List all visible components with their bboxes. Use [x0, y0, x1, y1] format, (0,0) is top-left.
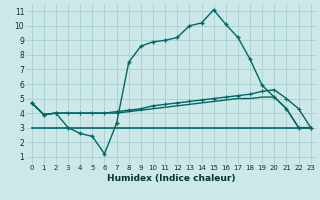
X-axis label: Humidex (Indice chaleur): Humidex (Indice chaleur)	[107, 174, 236, 183]
